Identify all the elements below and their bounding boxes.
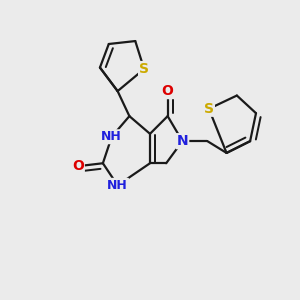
Text: S: S bbox=[139, 62, 149, 76]
Text: N: N bbox=[177, 134, 188, 148]
Text: S: S bbox=[204, 102, 214, 116]
Text: NH: NH bbox=[107, 179, 128, 192]
Text: O: O bbox=[72, 159, 84, 173]
Text: NH: NH bbox=[101, 130, 122, 143]
Text: O: O bbox=[162, 84, 174, 98]
